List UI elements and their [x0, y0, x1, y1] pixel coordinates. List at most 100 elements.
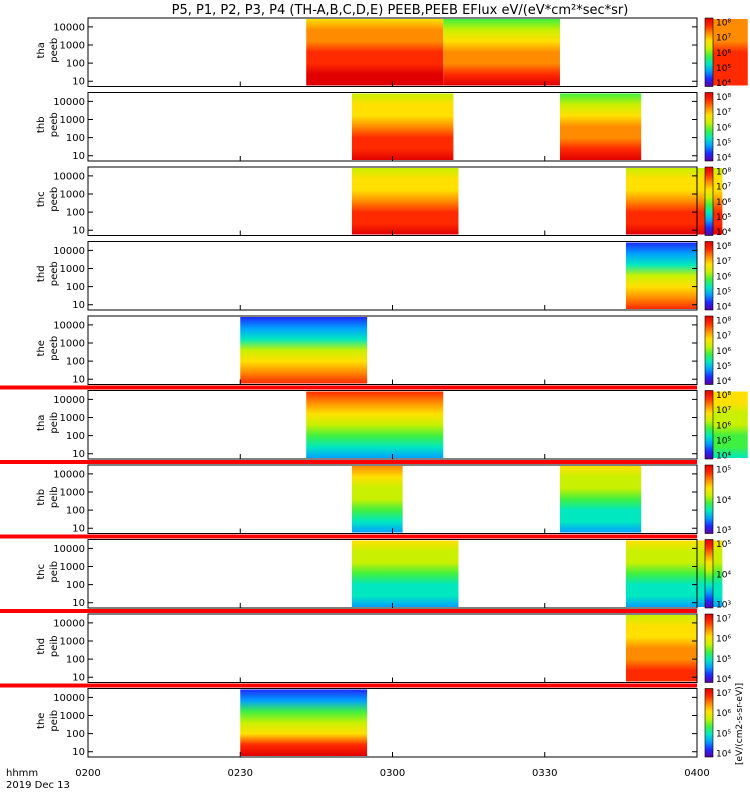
panel-label-probe: thb: [36, 116, 47, 133]
y-tick-label: 10000: [53, 544, 85, 555]
colorbar-label: 10⁴: [716, 496, 731, 506]
panel-thc-peib: thc peib 10 100 1000 10000 10³ 10⁴ 10⁵: [0, 539, 731, 613]
spectrogram-interval: [351, 93, 454, 160]
spectrogram-interval: [306, 19, 444, 86]
colorbar-label: 10⁷: [716, 34, 731, 44]
separator-bar: [0, 460, 697, 464]
panel-label-probe: thc: [36, 191, 47, 207]
panel-thb-peib: thb peib 10 100 1000 10000 10³ 10⁴ 10⁵: [0, 464, 731, 539]
colorbar-label: 10⁵: [716, 362, 731, 372]
y-tick-label: 10000: [53, 395, 85, 406]
panel-label-product: peib: [49, 412, 60, 434]
panel-label-product: peeb: [49, 261, 60, 286]
colorbar-label: 10⁷: [716, 257, 731, 267]
separator-bar: [0, 683, 697, 688]
y-tick-label: 1000: [60, 115, 85, 126]
colorbar-label: 10⁸: [716, 391, 731, 401]
colorbar-label: 10⁶: [716, 347, 731, 357]
colorbar-label: 10⁸: [716, 317, 731, 327]
colorbar: [704, 241, 714, 311]
colorbar: [704, 613, 714, 683]
colorbar-label: 10⁴: [716, 675, 731, 685]
spectrogram-interval: [443, 19, 560, 86]
colorbar-label: 10⁷: [716, 183, 731, 193]
panel-label-probe: tha: [36, 415, 47, 431]
colorbar-label: 10⁷: [716, 108, 731, 118]
y-tick-label: 100: [66, 580, 85, 591]
colorbar-label: 10⁵: [716, 466, 731, 476]
panel-label-product: peeb: [49, 336, 60, 361]
colorbar-label: 10⁴: [716, 377, 731, 387]
y-tick-label: 1000: [60, 637, 85, 648]
colorbar-label: 10⁶: [716, 272, 731, 282]
colorbar-label: 10⁷: [716, 406, 731, 416]
colorbar: [704, 315, 714, 385]
panel-thd-peeb: thd peeb 10 100 1000 10000 10⁴ 10⁵ 10⁶ 10⁷ 10⁸: [36, 241, 731, 313]
colorbar-label: 10⁴: [716, 154, 731, 164]
x-tick-label: 0400: [684, 768, 709, 779]
y-tick-label: 10000: [53, 618, 85, 629]
colorbar-label: 10⁵: [716, 213, 731, 223]
colorbar-label: 10⁸: [716, 19, 731, 29]
colorbar-label: 10⁶: [716, 709, 731, 719]
panel-label-probe: thb: [36, 489, 47, 506]
panel-label-product: peib: [49, 710, 60, 732]
panel-label-product: peib: [49, 635, 60, 657]
panel-label-product: peeb: [49, 38, 60, 63]
y-tick-label: 10: [72, 226, 85, 237]
y-tick-label: 1000: [60, 562, 85, 573]
y-tick-label: 10000: [53, 97, 85, 108]
y-tick-label: 10000: [53, 693, 85, 704]
colorbar: [704, 166, 714, 236]
panel-label-probe: thc: [36, 564, 47, 580]
y-tick-label: 10: [72, 300, 85, 311]
panel-the-peib: the peib 10 100 1000 10000 10⁴ 10⁵ 10⁶ 10⁷: [36, 688, 731, 760]
panel-thb-peeb: thb peeb 10 100 1000 10000 10⁴ 10⁵ 10⁶ 10⁷ 10⁸: [36, 92, 731, 164]
colorbar-label: 10⁴: [716, 228, 731, 238]
colorbar-label: 10⁵: [716, 138, 731, 148]
panel-label-product: peeb: [49, 187, 60, 212]
y-tick-label: 100: [66, 357, 85, 368]
colorbar-label: 10⁴: [716, 452, 731, 462]
colorbar: [704, 464, 714, 534]
spectrogram-interval: [351, 466, 403, 533]
colorbar-label: 10⁶: [716, 49, 731, 59]
colorbar-label: 10⁶: [716, 421, 731, 431]
panel-tha-peib: tha peib 10 100 1000 10000 10⁴ 10⁵ 10⁶ 10⁷ 10⁸: [0, 390, 748, 464]
separator-bar: [0, 534, 697, 539]
y-tick-label: 1000: [60, 339, 85, 350]
spectrogram-interval: [351, 168, 459, 235]
colorbar-label: 10⁴: [716, 750, 731, 760]
colorbar: [704, 17, 714, 87]
colorbar-label: 10⁵: [716, 287, 731, 297]
colorbar-label: 10⁵: [716, 655, 731, 665]
colorbar-units: [eV/(cm2-s-sr-eV)]: [735, 683, 745, 765]
y-tick-label: 1000: [60, 264, 85, 275]
spectrogram-interval: [559, 93, 642, 160]
panel-label-product: peib: [49, 486, 60, 508]
y-tick-label: 1000: [60, 190, 85, 201]
y-tick-label: 100: [66, 506, 85, 517]
y-tick-label: 1000: [60, 413, 85, 424]
y-tick-label: 10000: [53, 246, 85, 257]
y-tick-label: 10: [72, 449, 85, 460]
x-tick-label: 0330: [532, 768, 557, 779]
panel-label-probe: tha: [36, 42, 47, 58]
y-tick-label: 10000: [53, 22, 85, 33]
x-label-hhmm: hhmm: [6, 768, 38, 779]
spectrogram-interval: [240, 317, 368, 384]
y-tick-label: 10000: [53, 469, 85, 480]
y-tick-label: 10000: [53, 320, 85, 331]
y-tick-label: 10: [72, 375, 85, 386]
colorbar: [704, 390, 714, 460]
y-tick-label: 100: [66, 282, 85, 293]
spectrogram-interval: [351, 540, 459, 607]
colorbar-label: 10⁷: [716, 615, 731, 625]
panel-label-probe: thd: [36, 265, 47, 282]
panel-frame: [87, 613, 698, 683]
panel-frame: [87, 315, 698, 385]
spectrogram-interval: [240, 689, 368, 756]
y-tick-label: 10: [72, 673, 85, 684]
